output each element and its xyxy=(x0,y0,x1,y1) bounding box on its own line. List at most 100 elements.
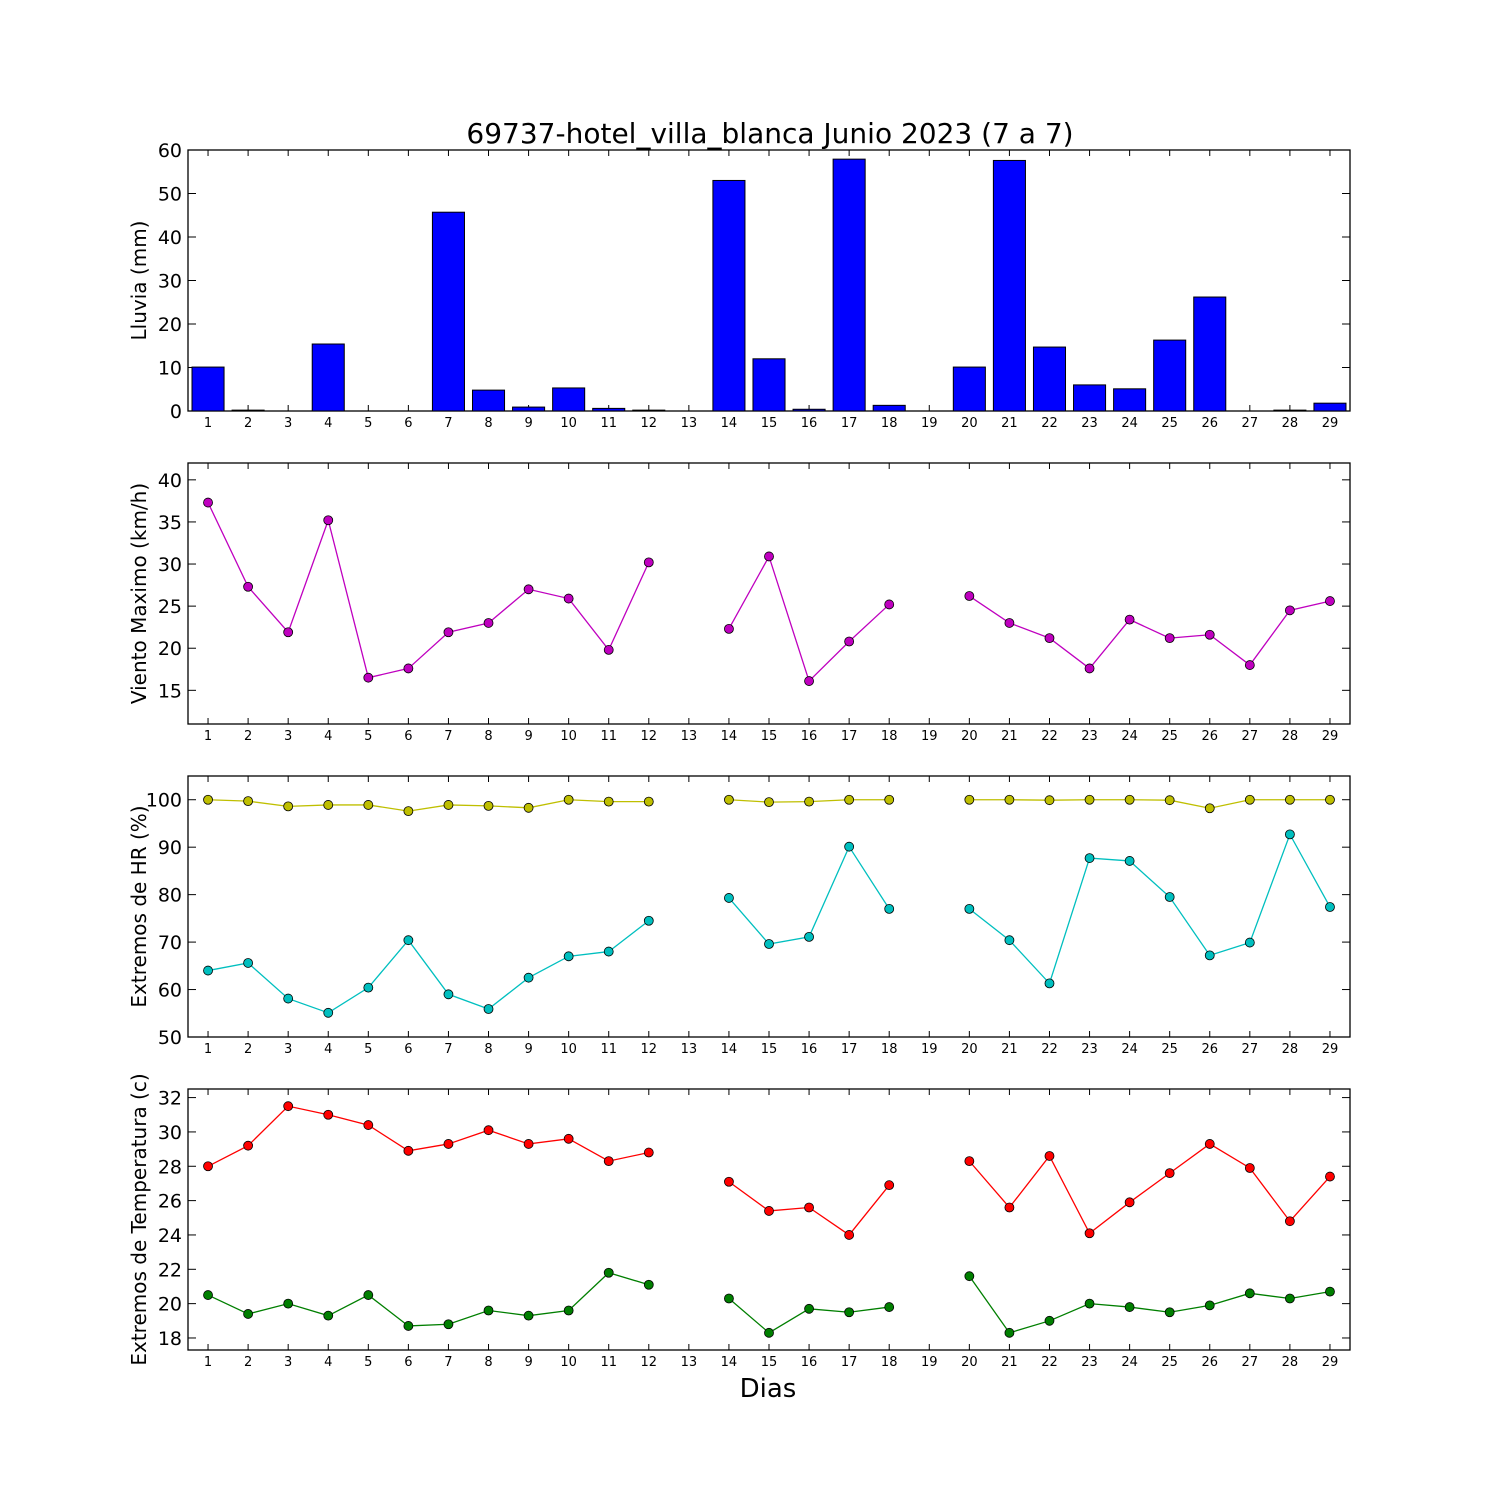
x-tick-label: 19 xyxy=(921,1042,938,1057)
data-point xyxy=(363,672,374,683)
y-tick-label: 28 xyxy=(158,1156,182,1178)
bar xyxy=(1153,339,1187,412)
data-point xyxy=(1084,853,1095,863)
x-tick-label: 8 xyxy=(484,1355,492,1370)
data-point xyxy=(1004,1327,1015,1338)
data-point xyxy=(1204,1139,1215,1149)
x-tick-label: 22 xyxy=(1041,729,1058,744)
x-tick-label: 6 xyxy=(404,416,412,431)
x-tick-label: 28 xyxy=(1282,1042,1299,1057)
data-point xyxy=(323,1109,334,1120)
data-point xyxy=(884,794,895,805)
x-tick-label: 4 xyxy=(324,729,332,744)
data-point xyxy=(243,1140,254,1151)
x-tick-label: 19 xyxy=(921,416,938,431)
x-tick-label: 20 xyxy=(961,1355,978,1370)
data-point xyxy=(563,794,574,805)
x-tick-label: 6 xyxy=(404,1042,412,1057)
x-tick-label: 10 xyxy=(560,416,577,431)
data-point xyxy=(764,1327,774,1338)
bar xyxy=(552,387,586,412)
data-point xyxy=(403,1321,414,1331)
data-point xyxy=(844,1230,855,1240)
y-tick-label: 18 xyxy=(158,1328,182,1350)
x-tick-label: 5 xyxy=(364,1355,372,1370)
data-point xyxy=(1124,856,1135,866)
data-point xyxy=(844,636,855,647)
data-point xyxy=(804,1202,814,1213)
data-point xyxy=(804,1303,814,1314)
data-point xyxy=(764,797,774,807)
y-tick-label: 24 xyxy=(158,1225,182,1247)
x-tick-label: 6 xyxy=(404,1355,412,1370)
data-point xyxy=(964,903,975,914)
x-tick-label: 26 xyxy=(1201,729,1218,744)
data-point xyxy=(724,1293,734,1304)
data-point xyxy=(1284,1216,1295,1227)
y-tick-label: 50 xyxy=(158,1027,182,1049)
x-tick-label: 12 xyxy=(641,416,658,431)
data-point xyxy=(523,1139,534,1149)
data-point xyxy=(1084,1298,1095,1309)
data-point xyxy=(283,801,294,812)
x-tick-label: 7 xyxy=(444,729,452,744)
x-tick-label: 28 xyxy=(1282,1355,1299,1370)
bar xyxy=(592,407,626,412)
y-tick-label: 22 xyxy=(158,1259,182,1281)
data-point xyxy=(1244,937,1255,948)
data-point xyxy=(964,1156,975,1167)
data-point xyxy=(403,806,414,817)
bar xyxy=(1273,409,1307,412)
data-point xyxy=(243,958,254,968)
x-tick-label: 3 xyxy=(284,416,292,431)
data-point xyxy=(1204,950,1215,961)
x-tick-label: 25 xyxy=(1161,729,1178,744)
data-point xyxy=(483,800,494,811)
data-point xyxy=(1004,935,1015,946)
data-point xyxy=(1244,794,1255,805)
data-point xyxy=(764,1206,774,1216)
plot-frame xyxy=(187,462,1351,725)
x-tick-label: 1 xyxy=(204,1042,212,1057)
data-point xyxy=(1284,605,1295,616)
bar xyxy=(471,389,506,412)
x-tick-label: 17 xyxy=(841,1042,858,1057)
data-point xyxy=(523,802,534,813)
data-point xyxy=(563,1305,574,1316)
y-tick-label: 26 xyxy=(158,1191,182,1213)
data-point xyxy=(603,946,614,957)
x-tick-label: 3 xyxy=(284,1042,292,1057)
data-point xyxy=(643,915,654,926)
data-point xyxy=(603,1267,614,1278)
data-point xyxy=(724,1176,734,1187)
data-point xyxy=(203,1290,213,1300)
x-tick-label: 29 xyxy=(1322,1355,1339,1370)
data-point xyxy=(443,1139,454,1149)
x-tick-label: 5 xyxy=(364,1042,372,1057)
x-tick-label: 25 xyxy=(1161,1355,1178,1370)
data-point xyxy=(443,989,454,1000)
x-tick-label: 9 xyxy=(524,729,532,744)
x-tick-label: 15 xyxy=(761,416,778,431)
x-tick-label: 8 xyxy=(484,416,492,431)
data-point xyxy=(1124,1197,1135,1208)
x-tick-label: 20 xyxy=(961,729,978,744)
data-point xyxy=(1325,1286,1335,1297)
data-point xyxy=(643,1279,654,1290)
data-point xyxy=(1044,1151,1055,1161)
x-tick-label: 13 xyxy=(681,729,698,744)
data-point xyxy=(643,796,654,807)
y-tick-label: 30 xyxy=(158,1122,182,1144)
x-tick-label: 14 xyxy=(721,1042,738,1057)
data-point xyxy=(243,1309,254,1319)
y-tick-label: 50 xyxy=(158,184,182,206)
y-tick-label: 30 xyxy=(158,554,182,576)
data-point xyxy=(323,1310,334,1321)
x-tick-label: 5 xyxy=(364,416,372,431)
bar xyxy=(1113,388,1147,412)
data-point xyxy=(1284,794,1295,805)
x-tick-label: 2 xyxy=(244,1355,252,1370)
data-point xyxy=(363,1120,374,1130)
